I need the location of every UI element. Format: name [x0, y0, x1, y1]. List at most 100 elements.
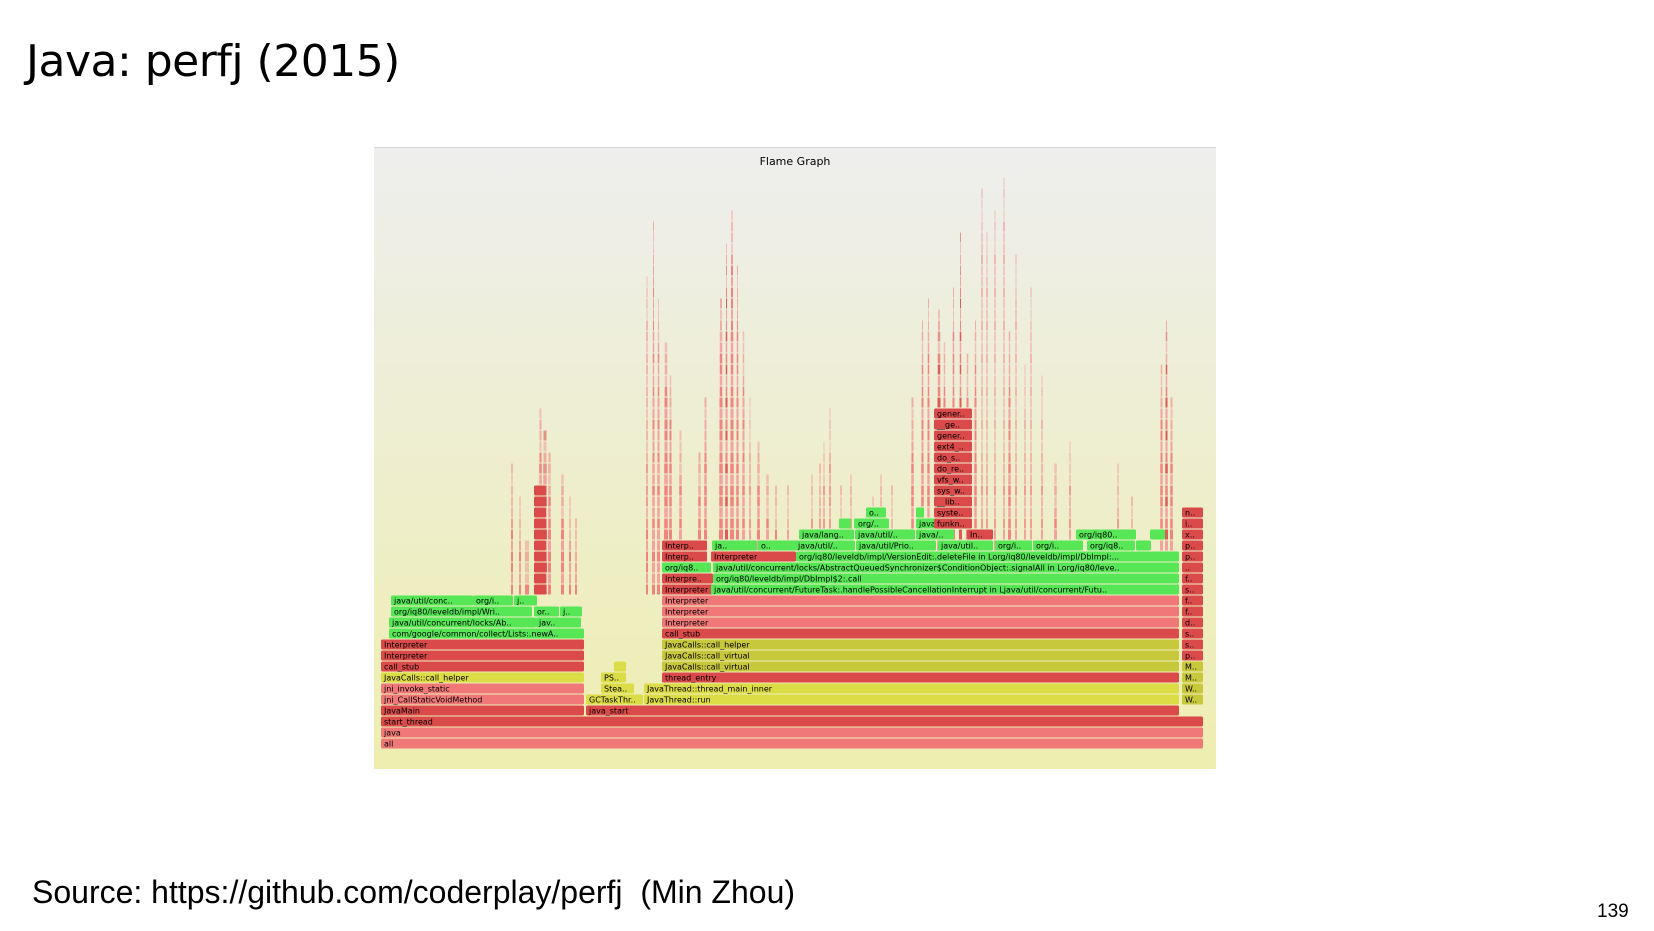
flame-frame[interactable]: __ge..: [934, 419, 972, 430]
flame-frame-box[interactable]: [381, 694, 584, 705]
flame-frame-box[interactable]: [934, 485, 972, 496]
flame-frame-box[interactable]: [644, 683, 1179, 694]
flame-frame-box[interactable]: [473, 595, 513, 606]
flame-frame-box[interactable]: [711, 551, 796, 562]
flame-frame-box[interactable]: [662, 573, 713, 584]
flame-frame[interactable]: call_stub: [662, 628, 1179, 639]
flame-frame-box[interactable]: [662, 540, 707, 551]
flame-frame[interactable]: ja..: [712, 540, 757, 551]
flame-frame-box[interactable]: [662, 606, 1179, 617]
flame-frame-box[interactable]: [1182, 650, 1203, 661]
flame-frame-box[interactable]: [534, 606, 559, 617]
flame-frame[interactable]: java_start: [586, 705, 1179, 716]
flame-frame[interactable]: p..: [1182, 551, 1203, 562]
flame-frames[interactable]: all java start_thread JavaMain jni_CallStati…: [381, 408, 1203, 749]
flame-frame[interactable]: Interpre..: [662, 573, 713, 584]
flame-frame-box[interactable]: [1182, 595, 1203, 606]
flame-frame-box[interactable]: [391, 606, 532, 617]
flame-frame[interactable]: p..: [1182, 540, 1203, 551]
flame-frame[interactable]: i..: [1182, 518, 1203, 529]
flame-frame[interactable]: Interpreter: [381, 639, 584, 650]
flame-frame-box[interactable]: [855, 529, 915, 540]
flame-frame-box[interactable]: [1182, 518, 1203, 529]
flame-frame-box[interactable]: [916, 529, 954, 540]
flame-frame[interactable]: java/util/concurrent/locks/AbstractQueue…: [713, 562, 1179, 573]
flame-frame[interactable]: W..: [1182, 683, 1203, 694]
flame-frame[interactable]: java/util/..: [855, 529, 915, 540]
flame-frame-box[interactable]: [1182, 540, 1203, 551]
flame-frame[interactable]: start_thread: [381, 716, 1203, 727]
flame-frame-box[interactable]: [713, 562, 1179, 573]
flame-frame[interactable]: do_s..: [934, 452, 972, 463]
flame-frame[interactable]: s..: [1182, 639, 1203, 650]
flame-frame[interactable]: com/google/common/collect/Lists:.newA..: [389, 628, 584, 639]
flame-frame-box[interactable]: [711, 584, 1179, 595]
flame-frame-box[interactable]: [534, 584, 546, 595]
flame-frame[interactable]: java/lang..: [799, 529, 854, 540]
flame-frame-box[interactable]: [662, 672, 1179, 683]
flame-frame[interactable]: [534, 496, 546, 507]
flame-frame-box[interactable]: [662, 650, 1179, 661]
flame-frame-box[interactable]: [713, 573, 1179, 584]
flame-frame[interactable]: [534, 551, 546, 562]
flame-frame[interactable]: o..: [866, 507, 886, 518]
flame-frame-box[interactable]: [1182, 661, 1203, 672]
flame-frame[interactable]: [534, 529, 546, 540]
flame-frame[interactable]: d..: [1182, 617, 1203, 628]
flame-frame[interactable]: f..: [1182, 595, 1203, 606]
flame-frame-box[interactable]: [934, 474, 972, 485]
flame-frame[interactable]: java/util..: [938, 540, 993, 551]
flame-frame[interactable]: sys_w..: [934, 485, 972, 496]
flame-frame-box[interactable]: [934, 441, 972, 452]
flame-frame[interactable]: jav..: [536, 617, 581, 628]
flame-frame[interactable]: java/util/..: [795, 540, 855, 551]
flame-frame-box[interactable]: [662, 639, 1179, 650]
flame-frame[interactable]: f..: [1182, 606, 1203, 617]
flame-frame-box[interactable]: [1182, 584, 1203, 595]
flame-frame[interactable]: Interp..: [662, 540, 707, 551]
flame-frame-box[interactable]: [758, 540, 803, 551]
flame-frame[interactable]: In..: [967, 529, 993, 540]
flame-frame[interactable]: JavaCalls::call_virtual: [662, 650, 1179, 661]
flame-frame[interactable]: org/iq80/leveldb/impl/Wri..: [391, 606, 532, 617]
flame-frame[interactable]: [534, 507, 546, 518]
flame-frame[interactable]: x..: [1182, 529, 1203, 540]
flame-frame[interactable]: Stea..: [601, 683, 634, 694]
flame-frame[interactable]: Interp..: [662, 551, 707, 562]
flame-frame-box[interactable]: [839, 518, 851, 529]
flame-frame-box[interactable]: [934, 430, 972, 441]
flame-frame-box[interactable]: [1182, 606, 1203, 617]
flame-frame[interactable]: M..: [1182, 661, 1203, 672]
flame-frame[interactable]: Interpreter: [711, 551, 796, 562]
flame-frame[interactable]: org/i..: [473, 595, 513, 606]
flame-frame[interactable]: JavaThread::run: [644, 694, 1179, 705]
flame-frame-box[interactable]: [995, 540, 1032, 551]
flame-frame-box[interactable]: [938, 540, 993, 551]
flame-frame[interactable]: [534, 584, 546, 595]
flame-frame[interactable]: [839, 518, 851, 529]
flame-frame-box[interactable]: [1182, 562, 1203, 573]
flame-frame-box[interactable]: [1087, 540, 1135, 551]
flame-frame[interactable]: do_re..: [934, 463, 972, 474]
flame-frame-box[interactable]: [560, 606, 582, 617]
flame-frame[interactable]: jni_CallStaticVoidMethod: [381, 694, 584, 705]
flame-frame-box[interactable]: [934, 463, 972, 474]
flame-frame[interactable]: org/iq80..: [1076, 529, 1136, 540]
flame-frame[interactable]: JavaCalls::call_helper: [662, 639, 1179, 650]
flame-frame-box[interactable]: [534, 551, 546, 562]
flame-frame-box[interactable]: [1076, 529, 1136, 540]
flame-frame-box[interactable]: [536, 617, 581, 628]
flame-frame-box[interactable]: [1182, 573, 1203, 584]
flame-frame-box[interactable]: [662, 551, 707, 562]
flame-frame-box[interactable]: [391, 595, 473, 606]
flame-frame-box[interactable]: [662, 628, 1179, 639]
flame-frame-box[interactable]: [389, 628, 584, 639]
flame-frame-box[interactable]: [381, 727, 1203, 738]
flame-frame-box[interactable]: [1182, 529, 1203, 540]
flame-frame-box[interactable]: [534, 507, 546, 518]
flame-frame-box[interactable]: [916, 507, 924, 518]
flame-frame[interactable]: [1136, 540, 1151, 551]
flame-frame-box[interactable]: [514, 595, 537, 606]
flame-frame[interactable]: [614, 661, 626, 672]
flame-frame-box[interactable]: [1182, 694, 1203, 705]
